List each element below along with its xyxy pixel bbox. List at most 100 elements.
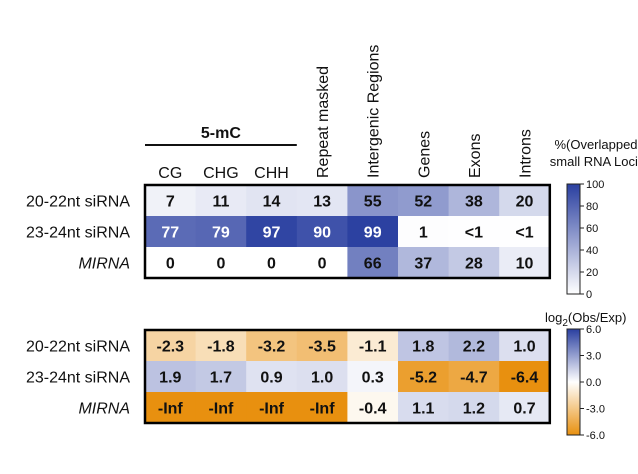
heatmap-cell [296,361,348,393]
cell-label: 99 [364,225,382,242]
heatmap-cell [195,330,247,362]
heatmap-cell [347,247,399,279]
heatmap-cell [398,216,450,248]
heatmap-cell [296,247,348,279]
heatmap-cell [145,247,197,279]
heatmap-cell [296,330,348,362]
cell-label: 1.1 [412,401,434,418]
cell-label: 1.8 [412,339,434,356]
heatmap-cell [195,185,247,217]
heatmap-cell [195,247,247,279]
cell-label: 0.3 [362,370,384,387]
cell-label: 79 [212,225,230,242]
heatmap-cell [398,392,450,424]
heatmap-cell [499,247,551,279]
cell-label: 13 [313,194,331,211]
heatmap-cell [398,247,450,279]
row-label: 20-22nt siRNA [26,194,130,211]
group-label: 5-mC [201,125,241,142]
cell-label: -3.2 [258,339,286,356]
column-headers: CG CHG CHH Repeat masked Intergenic Regions G… [145,45,535,182]
heatmap-cell [499,185,551,217]
heatmap-cell [145,392,197,424]
heatmap-cell [448,361,500,393]
heatmap-cell [296,392,348,424]
cell-label: -0.4 [359,401,387,418]
cell-label: 52 [414,194,432,211]
heatmap-border [143,183,552,280]
cell-label: -2.3 [157,339,185,356]
cell-label: 97 [263,225,281,242]
row-label: 23-24nt siRNA [26,370,130,387]
heatmap-cell [398,185,450,217]
cell-label: 10 [516,256,534,273]
cell-label: 55 [364,194,382,211]
overlap-heatmap: 20-22nt siRNA 7 11 14 13 55 52 38 20 23-24nt siRN… [26,183,552,280]
cell-label: 38 [465,194,483,211]
cell-label: 1.2 [463,401,485,418]
legend-tick-label: 3.0 [586,351,601,363]
heatmap-cell [398,330,450,362]
enrichment-legend: log2(Obs/Exp)6.0 3.0 0.0 -3.0 -6.0 [545,310,626,442]
cell-label: 7 [166,194,175,211]
cell-label: 0 [166,256,175,273]
heatmap-cell [499,330,551,362]
legend-tick-label: 100 [586,179,604,191]
cell-label: 0.7 [513,401,535,418]
legend-title: small RNA Loci) [550,154,638,169]
legend-colorbar [566,328,581,436]
heatmap-cell [499,361,551,393]
heatmap-cell [246,330,298,362]
column-header: CHH [254,165,289,182]
cell-label: -6.4 [511,370,539,387]
column-header: Genes [416,131,433,178]
cell-label: 0 [318,256,327,273]
column-header: Introns [518,129,535,178]
heatmap-cell [145,185,197,217]
cell-label: -Inf [310,401,336,418]
heatmap-cell [296,185,348,217]
cell-label: 28 [465,256,483,273]
heatmap-cell [499,392,551,424]
heatmap-cell [195,216,247,248]
heatmap-cell [246,361,298,393]
column-header: CG [158,165,182,182]
column-header: Repeat masked [315,66,332,178]
cell-label: 90 [313,225,331,242]
heatmap-cell [448,185,500,217]
enrichment-heatmap: 20-22nt siRNA -2.3 -1.8 -3.2 -3.5 -1.1 1.8 2.2 1… [26,328,552,425]
cell-label: -Inf [158,401,184,418]
row-label: MIRNA [78,256,130,273]
heatmap-cell [347,361,399,393]
heatmap-cell [499,216,551,248]
legend-tick-label: 0.0 [586,377,601,389]
heatmap-cell [448,247,500,279]
cell-label: -1.8 [207,339,235,356]
legend-tick-label: 40 [586,245,598,257]
cell-label: -Inf [208,401,234,418]
heatmap-cell [246,392,298,424]
legend-title: %(Overlapped [554,137,637,152]
cell-label: <1 [465,225,483,242]
cell-label: 1 [419,225,428,242]
heatmap-cell [145,361,197,393]
heatmap-cell [145,216,197,248]
heatmap-cell [195,392,247,424]
column-header: Intergenic Regions [366,45,383,178]
cell-label: 2.2 [463,339,485,356]
row-label: 20-22nt siRNA [26,339,130,356]
heatmap-cell [145,330,197,362]
heatmap-cell [347,185,399,217]
cell-label: 0 [216,256,225,273]
legend-tick-label: 80 [586,201,598,213]
legend-tick-label: -6.0 [586,430,605,442]
cell-label: <1 [515,225,533,242]
heatmap-cell [448,330,500,362]
legend-tick-label: 0 [586,289,592,301]
heatmap-cell [448,392,500,424]
cell-label: -5.2 [410,370,438,387]
cell-label: 66 [364,256,382,273]
row-label: MIRNA [78,401,130,418]
cell-label: 1.0 [513,339,535,356]
